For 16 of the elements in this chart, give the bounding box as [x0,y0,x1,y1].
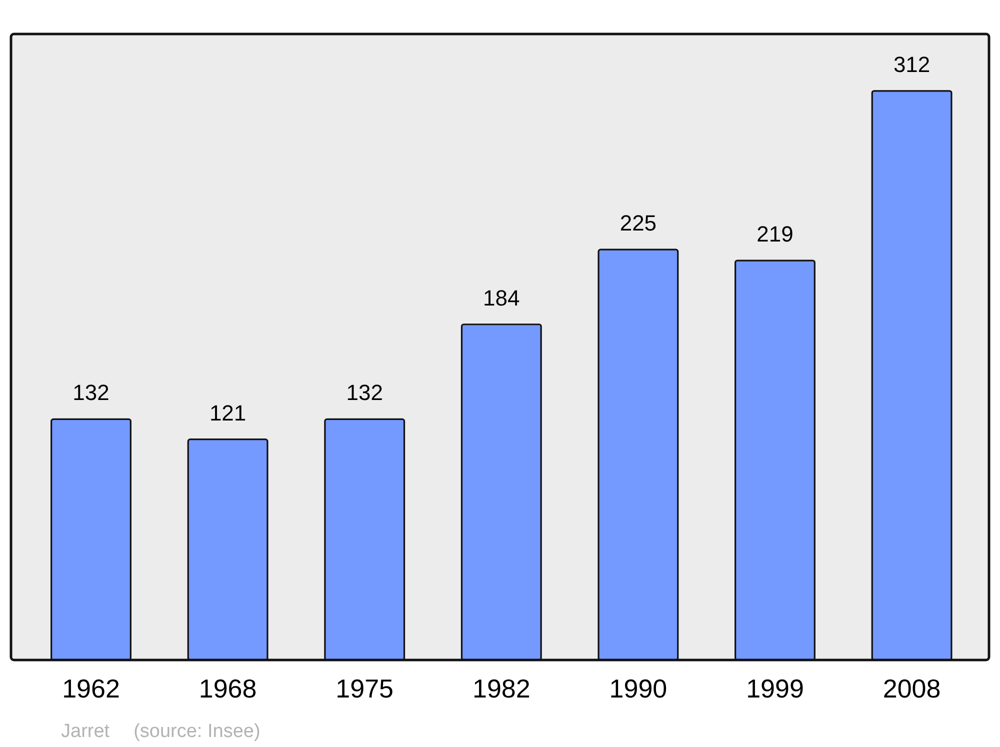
data-label: 312 [893,52,930,77]
data-label: 219 [756,222,794,247]
text: Jarret [61,721,110,742]
x-tick-label: 1982 [472,673,530,704]
x-tick-label: 1962 [62,673,120,704]
x-tick-label: 2008 [882,673,941,704]
data-label: 132 [72,380,110,406]
data-label: 121 [209,400,246,426]
x-tick-label: 1999 [746,673,804,704]
text: (source: Insee) [134,721,260,742]
x-tick-label: 1990 [609,673,668,704]
x-tick-label: 1968 [198,673,257,704]
x-tick-label: 1975 [336,673,394,704]
data-label: 225 [620,210,657,236]
data-label: 132 [346,380,383,406]
data-label: 184 [483,285,520,310]
